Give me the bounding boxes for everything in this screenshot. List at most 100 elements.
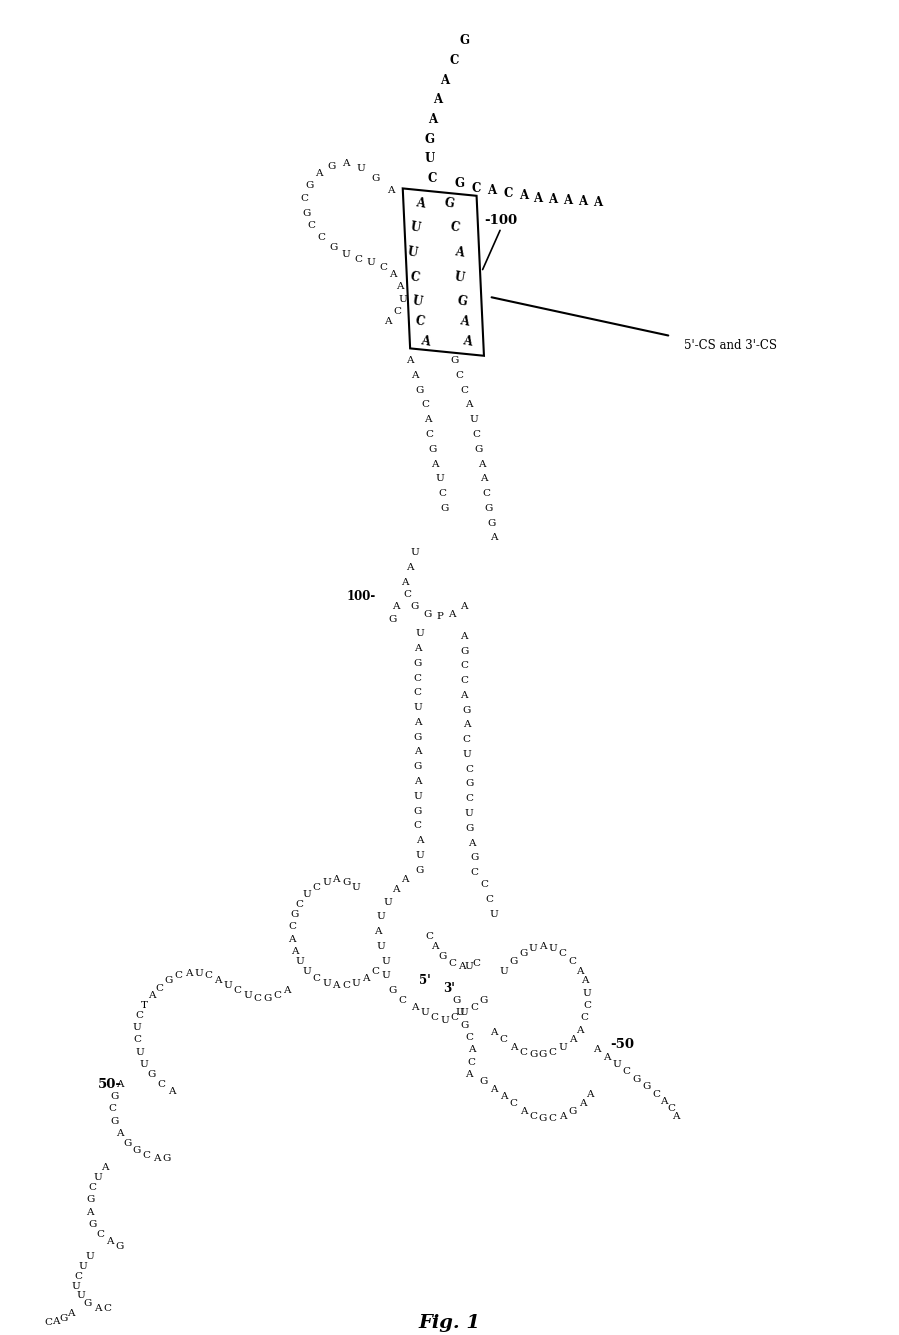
Text: A: A	[215, 976, 222, 985]
Text: C: C	[307, 220, 316, 230]
Text: U: U	[453, 270, 466, 284]
Text: C: C	[143, 1151, 151, 1160]
Text: C: C	[379, 263, 387, 272]
Text: A: A	[406, 563, 414, 571]
Text: C: C	[74, 1272, 82, 1280]
Text: U: U	[71, 1282, 80, 1291]
Text: U: U	[352, 882, 360, 892]
Text: A: A	[412, 1004, 419, 1012]
Text: U: U	[465, 961, 474, 971]
Text: U: U	[414, 792, 422, 801]
Text: C: C	[456, 371, 463, 380]
Text: U: U	[412, 294, 423, 308]
Text: A: A	[392, 602, 399, 611]
Text: G: G	[111, 1116, 119, 1125]
Text: U: U	[409, 220, 422, 235]
Text: U: U	[322, 979, 331, 988]
Text: U: U	[295, 957, 304, 965]
Text: A: A	[392, 885, 399, 894]
Text: A: A	[93, 1304, 102, 1312]
Text: A: A	[116, 1129, 123, 1137]
Text: C: C	[409, 270, 421, 284]
Text: G: G	[263, 993, 271, 1003]
Text: A: A	[466, 400, 473, 410]
Text: G: G	[465, 780, 474, 789]
Text: A: A	[414, 643, 422, 653]
Text: G: G	[475, 445, 484, 454]
Text: G: G	[303, 208, 311, 218]
Text: U: U	[406, 246, 419, 260]
Text: C: C	[174, 972, 182, 980]
Text: G: G	[443, 196, 456, 211]
Text: C: C	[473, 959, 481, 968]
Text: U: U	[460, 1008, 468, 1017]
Text: G: G	[342, 878, 351, 886]
Text: A: A	[402, 578, 409, 586]
Text: G: G	[388, 987, 397, 995]
Text: A: A	[578, 195, 587, 208]
Text: A: A	[389, 270, 396, 279]
Text: A: A	[460, 631, 468, 641]
Text: U: U	[384, 897, 392, 906]
Text: A: A	[603, 1053, 610, 1061]
Text: G: G	[453, 996, 461, 1005]
Text: G: G	[454, 178, 465, 190]
Text: A: A	[660, 1097, 667, 1105]
Text: C: C	[667, 1104, 675, 1113]
Text: C: C	[465, 1033, 473, 1041]
Text: A: A	[569, 1036, 576, 1044]
Text: C: C	[530, 1112, 538, 1120]
Text: A: A	[431, 459, 439, 469]
Text: A: A	[148, 991, 156, 1000]
Text: A: A	[416, 836, 423, 845]
Text: A: A	[402, 876, 409, 885]
Text: C: C	[558, 949, 566, 959]
Text: A: A	[477, 459, 485, 469]
Text: 100-: 100-	[346, 590, 376, 603]
Text: G: G	[411, 602, 419, 611]
Text: G: G	[459, 35, 469, 47]
Text: C: C	[652, 1089, 660, 1099]
Text: C: C	[428, 172, 437, 186]
Text: C: C	[449, 220, 460, 235]
Text: A: A	[539, 943, 547, 951]
Text: U: U	[132, 1023, 141, 1032]
Text: A: A	[593, 1045, 601, 1055]
Text: G: G	[480, 1077, 488, 1087]
Text: C: C	[317, 234, 325, 242]
Text: G: G	[415, 865, 424, 874]
Text: G: G	[428, 445, 436, 454]
Text: A: A	[480, 474, 487, 483]
Text: A: A	[440, 73, 450, 87]
Text: U: U	[302, 967, 311, 976]
Text: C: C	[109, 1104, 116, 1113]
Text: U: U	[470, 415, 478, 425]
Text: A: A	[428, 113, 437, 125]
Text: G: G	[438, 952, 446, 961]
Text: U: U	[583, 989, 592, 997]
Text: C: C	[623, 1068, 631, 1076]
Text: G: G	[487, 518, 495, 527]
Text: U: U	[135, 1048, 144, 1057]
Text: C: C	[473, 430, 481, 439]
Text: U: U	[441, 1016, 449, 1025]
Text: U: U	[376, 943, 385, 951]
Text: G: G	[415, 386, 424, 395]
Text: C: C	[354, 255, 362, 264]
Text: G: G	[485, 503, 493, 513]
Text: A: A	[454, 246, 465, 259]
Text: G: G	[456, 294, 467, 308]
Text: C: C	[460, 386, 468, 395]
Text: A: A	[576, 1025, 583, 1035]
Text: C: C	[465, 794, 473, 804]
Text: U: U	[529, 944, 538, 953]
Text: A: A	[467, 1045, 476, 1055]
Text: A: A	[579, 1100, 586, 1108]
Text: A: A	[362, 975, 369, 983]
Text: C: C	[399, 996, 406, 1005]
Text: U: U	[357, 164, 365, 174]
Text: G: G	[414, 762, 422, 772]
Text: C: C	[431, 1013, 439, 1023]
Text: G: G	[123, 1139, 131, 1148]
Text: G: G	[465, 824, 474, 833]
